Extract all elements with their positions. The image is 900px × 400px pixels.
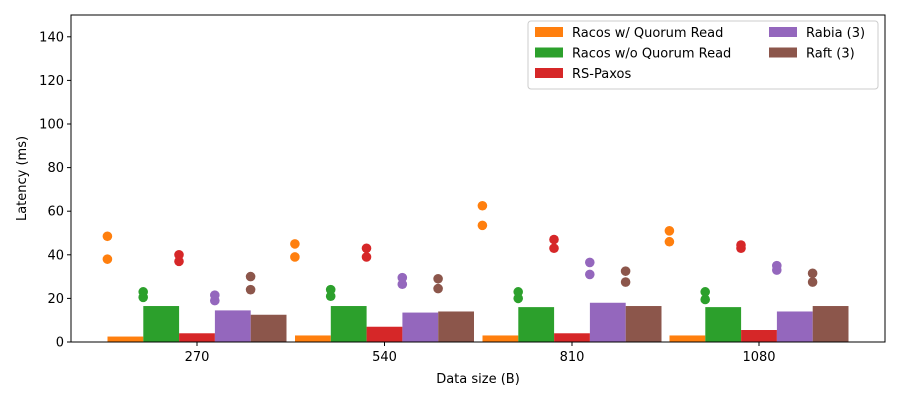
x-axis-label: Data size (B) [436,372,520,387]
legend-label-2: RS-Paxos [572,67,631,82]
bar-3-1 [402,312,439,342]
point-2-1-0 [361,252,372,262]
point-3-0-1 [210,290,220,300]
legend-label-4: Raft (3) [806,47,855,62]
y-tick-label-6: 120 [39,74,64,89]
bar-1-1 [330,306,367,342]
point-3-2-1 [585,257,595,268]
points-layer [102,200,818,306]
point-4-1-0 [433,283,443,294]
point-2-3-1 [736,240,746,250]
y-tick-label-3: 60 [47,205,64,220]
y-tick-label-7: 140 [39,30,64,45]
x-tick-label-2: 810 [560,350,585,365]
point-4-0-0 [245,284,256,295]
plot-frame [70,14,886,343]
legend-swatch-4 [769,47,797,58]
point-4-1-1 [433,273,443,284]
point-0-0-1 [102,231,113,242]
bars-layer [107,302,849,342]
bar-4-1 [438,311,474,342]
point-0-2-0 [477,220,488,231]
legend-label-3: Rabia (3) [806,26,865,41]
point-2-2-1 [549,234,559,245]
bar-0-2 [482,335,519,342]
bar-0-3 [669,335,706,342]
y-axis-label: Latency (ms) [15,136,30,221]
bar-3-0 [214,310,251,342]
point-0-2-1 [477,200,488,211]
bar-0-0 [107,336,144,342]
bar-2-2 [554,333,590,342]
point-1-1-1 [325,284,336,295]
bar-2-1 [366,326,403,342]
bar-4-0 [250,314,287,342]
legend-box [527,20,879,90]
point-3-2-0 [585,269,595,280]
bar-2-0 [179,333,215,342]
point-2-0-1 [174,250,184,260]
point-0-0-0 [102,254,113,264]
y-tick-label-4: 80 [47,161,64,176]
bar-4-3 [812,306,849,342]
x-axis: 270 540 810 1080 [185,342,776,365]
legend: Racos w/ Quorum Read Racos w/o Quorum Rea… [527,20,879,90]
bar-4-2 [625,306,662,342]
point-1-2-1 [513,287,523,297]
point-4-2-1 [620,266,631,276]
bar-3-3 [776,311,813,342]
y-tick-label-0: 0 [56,336,64,351]
point-2-2-0 [549,243,559,254]
point-1-0-1 [138,287,148,297]
legend-swatch-2 [535,68,563,78]
point-2-1-1 [361,243,372,254]
legend-swatch-3 [769,27,797,37]
point-0-3-0 [664,236,675,247]
bar-1-0 [143,306,180,342]
legend-label-1: Racos w/o Quorum Read [572,47,731,62]
y-tick-label-1: 20 [47,292,64,307]
bar-1-3 [705,307,742,342]
y-tick-label-2: 40 [47,248,64,263]
point-4-3-1 [807,268,818,279]
y-axis: 0 20 40 60 80 100 120 140 [39,30,71,351]
point-0-1-0 [290,252,300,262]
point-0-3-1 [664,226,675,236]
x-tick-label-1: 540 [372,350,397,365]
legend-swatch-0 [535,27,563,37]
legend-label-0: Racos w/ Quorum Read [572,26,723,41]
point-3-3-1 [772,260,782,271]
bar-1-2 [518,307,555,342]
x-tick-label-3: 1080 [742,350,775,365]
point-0-1-1 [290,239,300,249]
bar-2-3 [741,330,777,342]
point-4-2-0 [620,277,631,287]
point-3-1-1 [397,272,408,283]
point-4-3-0 [807,277,818,287]
point-4-0-1 [245,271,256,282]
point-1-3-0 [700,294,710,305]
y-tick-label-5: 100 [39,118,64,133]
bar-0-1 [295,335,331,342]
point-1-3-1 [700,287,710,297]
legend-swatch-1 [535,47,563,58]
x-tick-label-0: 270 [185,350,210,365]
bar-3-2 [589,302,626,342]
